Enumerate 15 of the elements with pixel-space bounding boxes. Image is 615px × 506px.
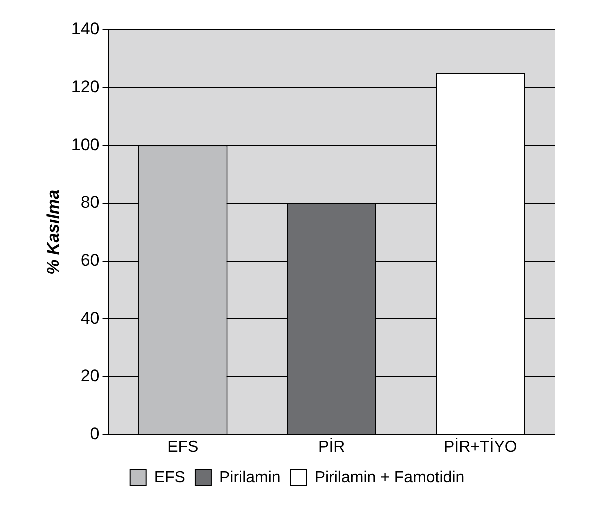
y-tick-label: 20 (80, 366, 100, 386)
legend-label: Pirilamin + Famotidin (314, 469, 465, 486)
x-tick-label: EFS (168, 438, 199, 456)
y-tick-label: 120 (71, 78, 100, 97)
legend-label: EFS (154, 469, 186, 486)
x-tick-label: PİR (318, 438, 346, 456)
y-tick-label: 40 (80, 308, 100, 328)
y-tick-label: 80 (80, 193, 100, 212)
legend-label: Pirilamin (219, 469, 281, 486)
y-axis-title: % Kasılma (44, 190, 63, 275)
x-tick-label: PİR+TİYO (444, 438, 518, 456)
y-tick-label: 60 (80, 251, 100, 270)
y-tick-label: 0 (90, 424, 100, 444)
y-tick-label: 100 (71, 135, 100, 154)
y-tick-label: 140 (71, 20, 100, 39)
